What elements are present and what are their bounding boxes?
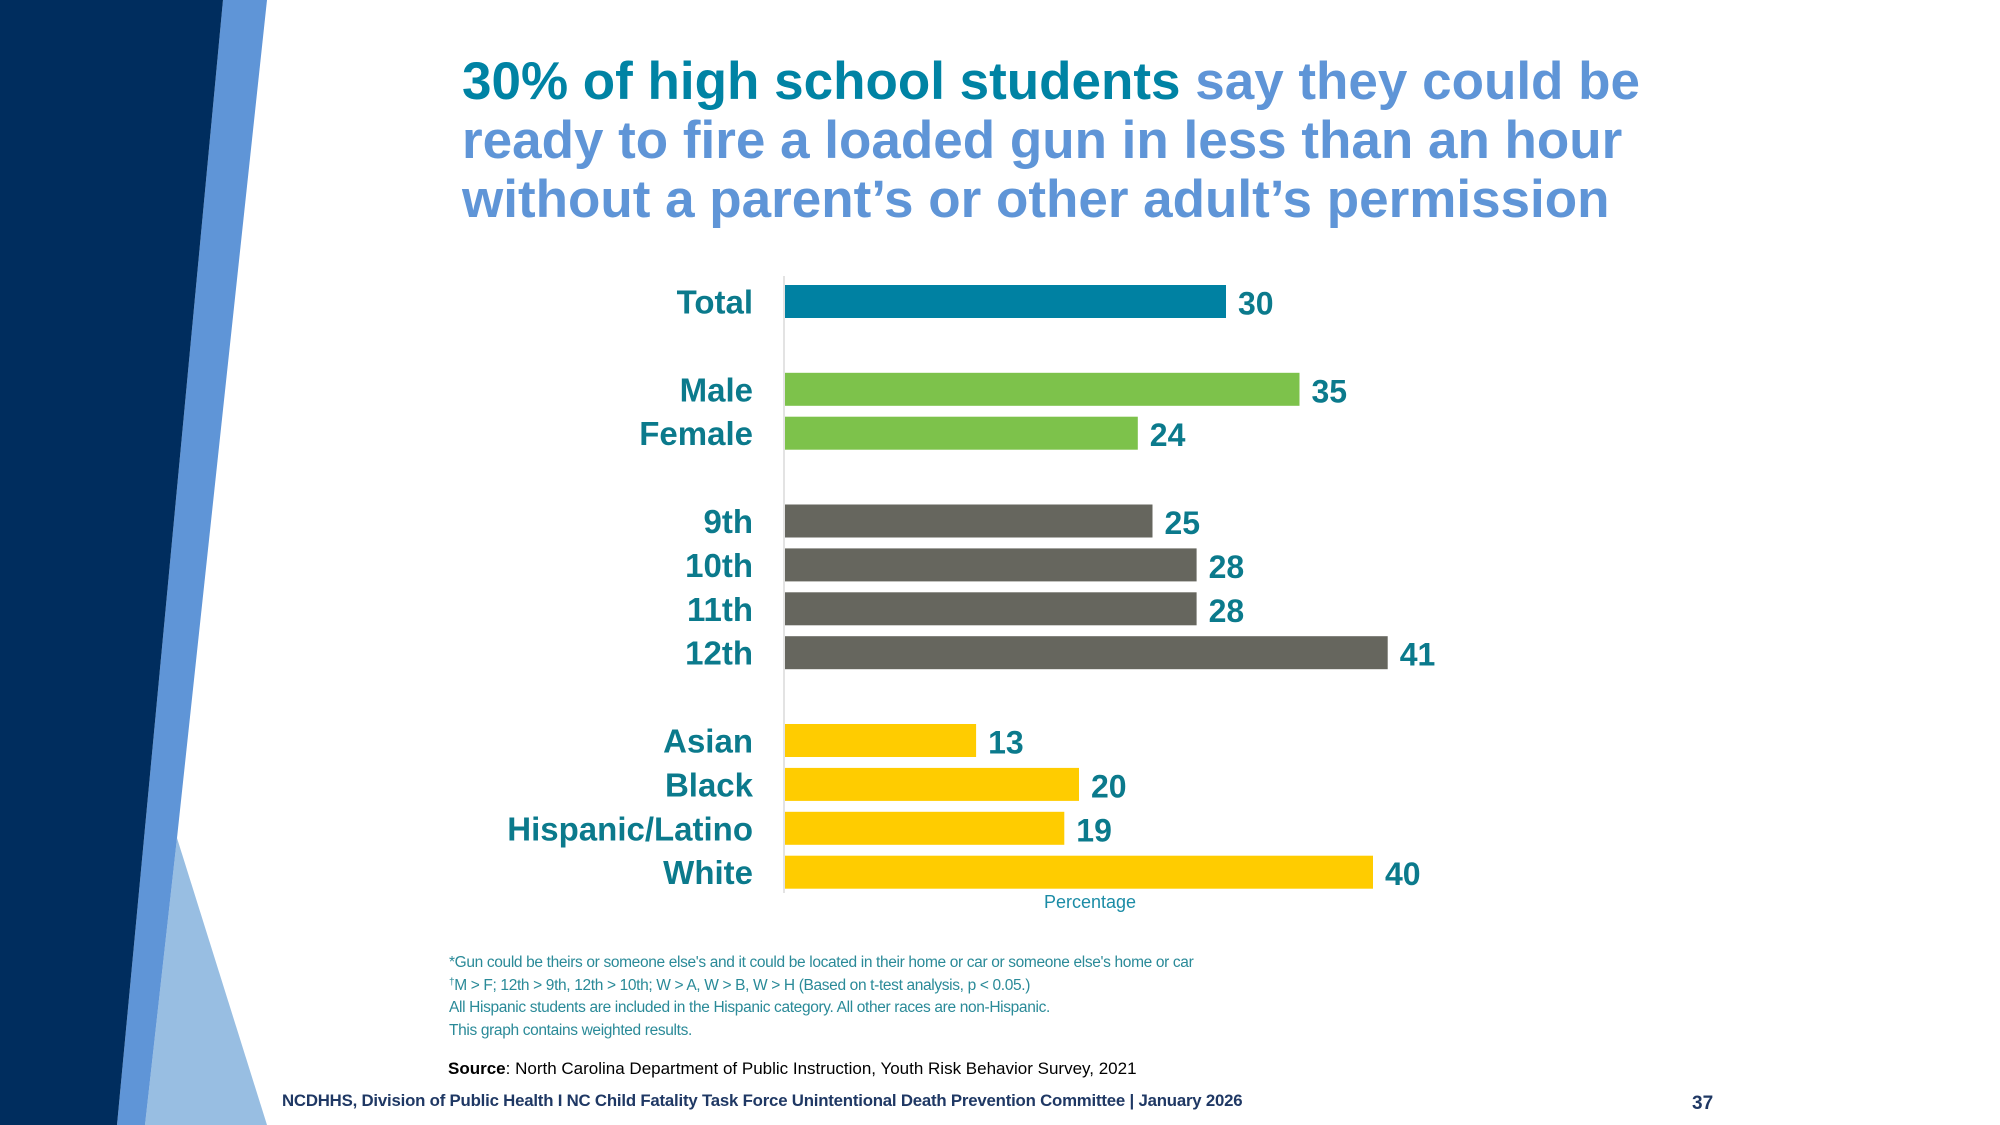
source-line: Source: North Carolina Department of Pub… <box>448 1059 1137 1079</box>
value-label: 19 <box>1076 812 1112 848</box>
category-label: Female <box>639 415 753 452</box>
bars-group: Total 30 Male 35 Female 24 9th 25 10th 28 11th 28 12… <box>507 284 1435 893</box>
bar-male <box>785 372 1300 406</box>
dagger-mark: † <box>449 976 455 988</box>
footnote-gun-definition: *Gun could be theirs or someone else's a… <box>449 954 1194 971</box>
footnotes: *Gun could be theirs or someone else's a… <box>449 952 1449 1042</box>
category-label: 12th <box>685 635 753 672</box>
bar-9th <box>785 504 1153 538</box>
footnote-hispanic: All Hispanic students are included in th… <box>449 999 1050 1016</box>
category-label: White <box>663 854 753 891</box>
source-text: : North Carolina Department of Public In… <box>505 1059 1137 1078</box>
bar-female <box>785 416 1138 450</box>
bar-black <box>785 767 1079 801</box>
bar-hispanic-latino <box>785 811 1065 845</box>
value-label: 20 <box>1091 768 1127 804</box>
bar-12th <box>785 636 1388 670</box>
value-label: 28 <box>1209 549 1245 585</box>
navy-side-panel <box>0 0 223 1125</box>
value-label: 30 <box>1238 286 1274 322</box>
value-label: 25 <box>1165 505 1201 541</box>
slide-title: 30% of high school students say they cou… <box>462 52 1762 229</box>
page-number: 37 <box>1692 1093 1714 1114</box>
title-rest: say they could be ready to fire a loaded… <box>462 52 1640 229</box>
category-label: 9th <box>704 503 754 540</box>
bar-total <box>785 285 1226 318</box>
category-label: Hispanic/Latino <box>507 810 753 847</box>
category-label: Asian <box>663 723 753 760</box>
x-axis-title: Percentage <box>1044 892 1136 912</box>
value-label: 24 <box>1150 417 1186 453</box>
category-label: 10th <box>685 547 753 584</box>
bar-asian <box>785 724 977 757</box>
light-blue-triangle <box>145 838 267 1125</box>
source-label: Source <box>448 1059 506 1078</box>
value-label: 35 <box>1312 373 1348 409</box>
footnote-significance-text: M > F; 12th > 9th, 12th > 10th; W > A, W… <box>454 976 1031 994</box>
value-label: 28 <box>1209 593 1245 629</box>
category-label: 11th <box>687 591 753 628</box>
blue-accent-band <box>117 0 267 1125</box>
footnote-weighted: This graph contains weighted results. <box>449 1021 692 1039</box>
bar-11th <box>785 592 1197 626</box>
value-label: 40 <box>1385 856 1421 892</box>
footer-text: NCDHHS, Division of Public Health I NC C… <box>282 1091 1243 1110</box>
value-label: 13 <box>988 725 1024 761</box>
bar-10th <box>785 548 1197 582</box>
footnote-significance: †M > F; 12th > 9th, 12th > 10th; W > A, … <box>449 975 1449 998</box>
bar-white <box>785 855 1373 889</box>
category-label: Male <box>680 371 753 408</box>
title-highlight: 30% of high school students <box>462 52 1181 111</box>
value-label: 41 <box>1400 637 1436 673</box>
category-label: Total <box>677 284 753 321</box>
category-label: Black <box>665 766 754 803</box>
